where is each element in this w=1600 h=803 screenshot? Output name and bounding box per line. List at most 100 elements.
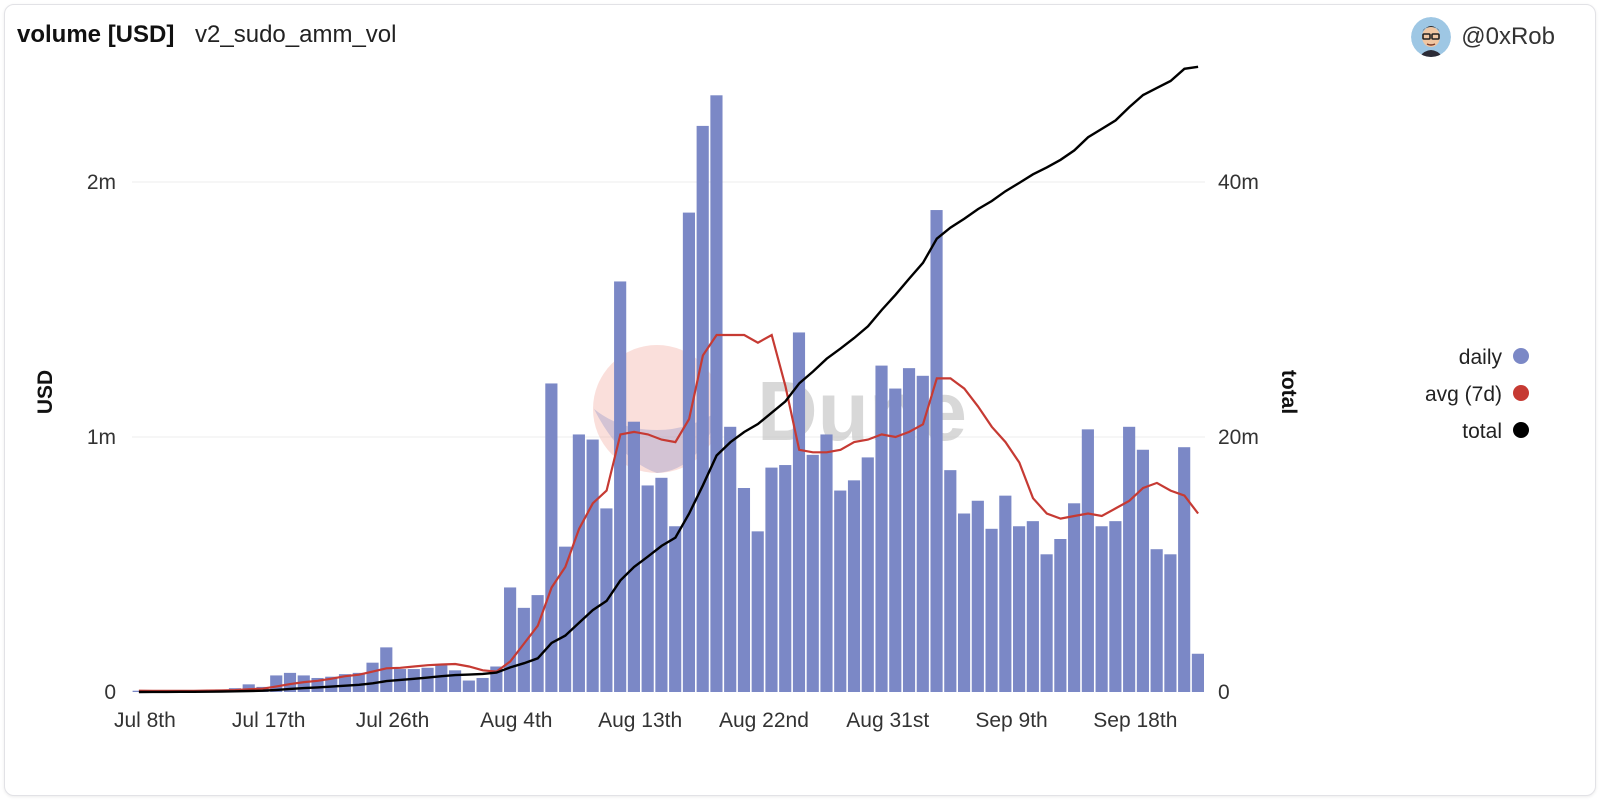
daily-bar bbox=[944, 470, 957, 692]
daily-bar bbox=[710, 95, 723, 693]
daily-bar bbox=[1054, 539, 1067, 692]
avg-7d-line bbox=[138, 333, 1199, 692]
daily-bar bbox=[655, 477, 668, 692]
daily-bar bbox=[1178, 447, 1191, 692]
legend-label: total bbox=[1462, 420, 1502, 443]
daily-bar bbox=[627, 421, 640, 692]
daily-bar bbox=[682, 212, 696, 692]
legend-label: avg (7d) bbox=[1425, 383, 1502, 406]
x-tick-label: Jul 17th bbox=[232, 709, 306, 732]
x-tick-label: Aug 31st bbox=[846, 709, 929, 732]
daily-bar bbox=[916, 375, 929, 692]
daily-bar bbox=[875, 365, 888, 692]
daily-bar bbox=[861, 457, 874, 692]
daily-bar bbox=[1123, 426, 1136, 692]
daily-bar bbox=[1136, 449, 1149, 692]
daily-bar bbox=[586, 439, 599, 692]
daily-bar bbox=[448, 670, 462, 692]
avatar bbox=[1411, 17, 1452, 57]
legend-marker bbox=[1513, 348, 1529, 364]
daily-bar bbox=[999, 495, 1012, 692]
daily-bar bbox=[338, 674, 352, 692]
y2-axis-title: total bbox=[1277, 370, 1300, 414]
daily-bar bbox=[847, 480, 861, 692]
daily-bar bbox=[971, 500, 984, 692]
daily-bar bbox=[792, 332, 806, 692]
query-name[interactable]: v2_sudo_amm_vol bbox=[195, 21, 397, 48]
author-handle: @0xRob bbox=[1461, 23, 1555, 50]
x-tick-label: Aug 4th bbox=[480, 709, 552, 732]
author-badge[interactable]: @0xRob bbox=[1411, 17, 1555, 57]
series-lines bbox=[138, 65, 1199, 694]
daily-bar bbox=[1095, 526, 1108, 692]
daily-bar bbox=[696, 125, 709, 692]
daily-bar bbox=[352, 672, 365, 692]
x-tick-label: Aug 22nd bbox=[719, 709, 809, 732]
daily-bar bbox=[476, 677, 489, 692]
y-axis-title: USD bbox=[34, 370, 57, 414]
x-axis-ticks: Jul 8th Jul 17th Jul 26th Aug 4th Aug 13th Au… bbox=[114, 709, 1177, 732]
daily-bar bbox=[407, 669, 420, 692]
daily-bar bbox=[559, 546, 572, 692]
total-line bbox=[138, 65, 1199, 694]
daily-bar bbox=[325, 676, 338, 692]
y2-tick-label: 20m bbox=[1218, 426, 1259, 449]
daily-bar bbox=[1040, 554, 1053, 692]
y2-tick-label: 40m bbox=[1218, 171, 1259, 194]
x-tick-label: Jul 8th bbox=[114, 709, 176, 732]
y2-axis-ticks: 0 20m 40m bbox=[1218, 171, 1259, 704]
daily-bar bbox=[779, 465, 792, 692]
chart-title: volume [USD] v2_sudo_amm_vol bbox=[17, 21, 396, 49]
legend-label: daily bbox=[1459, 346, 1503, 369]
y-tick-label: 1m bbox=[87, 426, 116, 449]
y-axis-ticks: 0 1m 2m bbox=[87, 171, 116, 704]
x-tick-label: Jul 26th bbox=[356, 709, 430, 732]
title-text: volume [USD] bbox=[17, 21, 175, 48]
daily-bar bbox=[1068, 503, 1081, 692]
daily-bar bbox=[834, 490, 847, 692]
daily-bar bbox=[517, 607, 530, 692]
daily-bar bbox=[462, 680, 475, 692]
x-tick-label: Aug 13th bbox=[598, 709, 682, 732]
y2-tick-label: 0 bbox=[1218, 681, 1230, 704]
daily-bar bbox=[504, 587, 517, 692]
daily-bar bbox=[751, 531, 764, 692]
daily-bar bbox=[1150, 549, 1163, 692]
daily-bar bbox=[1013, 526, 1026, 692]
legend-marker bbox=[1513, 385, 1529, 401]
legend: daily avg (7d) total bbox=[1425, 346, 1529, 443]
daily-bar bbox=[889, 388, 902, 692]
daily-bar bbox=[669, 526, 682, 692]
gridlines bbox=[132, 181, 1205, 438]
daily-bar bbox=[820, 434, 833, 692]
daily-bar bbox=[132, 690, 145, 692]
daily-bar bbox=[641, 485, 654, 692]
daily-bar bbox=[724, 426, 737, 692]
x-tick-label: Sep 9th bbox=[975, 709, 1047, 732]
daily-bar bbox=[545, 383, 558, 692]
daily-bar bbox=[957, 513, 971, 692]
daily-bar bbox=[614, 281, 627, 692]
daily-bar bbox=[1081, 429, 1094, 692]
daily-bar bbox=[806, 454, 819, 692]
legend-marker bbox=[1513, 422, 1529, 438]
x-tick-label: Sep 18th bbox=[1093, 709, 1177, 732]
daily-bar bbox=[283, 672, 297, 692]
daily-bar bbox=[1026, 521, 1039, 692]
y-tick-label: 2m bbox=[87, 171, 116, 194]
y-tick-label: 0 bbox=[104, 681, 116, 704]
daily-bar bbox=[572, 434, 585, 692]
daily-bar bbox=[1164, 554, 1177, 692]
daily-bar bbox=[902, 368, 916, 692]
daily-bar bbox=[765, 467, 778, 692]
daily-bar bbox=[1191, 653, 1204, 692]
daily-bar bbox=[531, 595, 544, 692]
daily-bar bbox=[985, 528, 998, 692]
daily-bar bbox=[435, 665, 448, 692]
daily-bar bbox=[930, 210, 943, 693]
daily-bar bbox=[1109, 521, 1122, 692]
daily-bar bbox=[366, 662, 379, 692]
daily-bar bbox=[421, 667, 434, 692]
daily-bars bbox=[132, 95, 1204, 693]
